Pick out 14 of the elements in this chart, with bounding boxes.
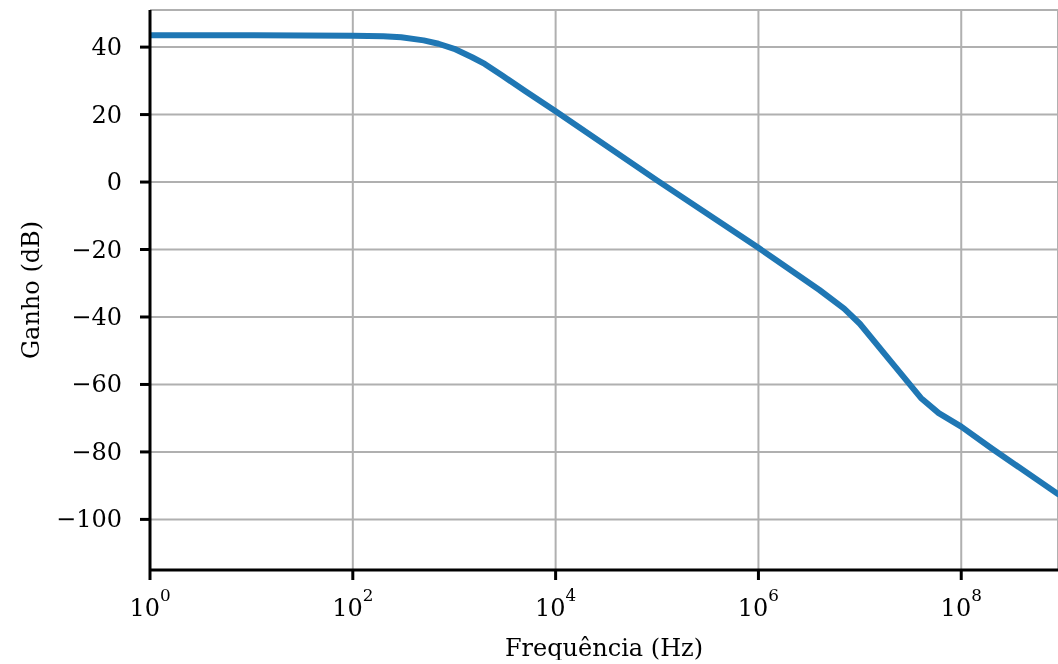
x-tick-label: 10$^{8}$ [940,584,982,622]
y-tick-label: −80 [71,437,122,466]
y-axis-title: Ganho (dB) [16,220,45,360]
y-tick-label: 40 [91,33,122,62]
y-tick-label: −20 [71,235,122,264]
x-tick-label: 10$^{4}$ [535,584,577,622]
y-tick-label: 20 [91,100,122,129]
y-tick-label: −60 [71,370,122,399]
x-tick-label: 10$^{0}$ [129,584,171,622]
y-tick-label: −40 [71,302,122,331]
y-tick-label: −100 [56,505,122,534]
y-tick-label: 0 [106,168,122,197]
x-tick-label: 10$^{2}$ [332,584,374,622]
x-tick-label: 10$^{6}$ [737,584,780,622]
